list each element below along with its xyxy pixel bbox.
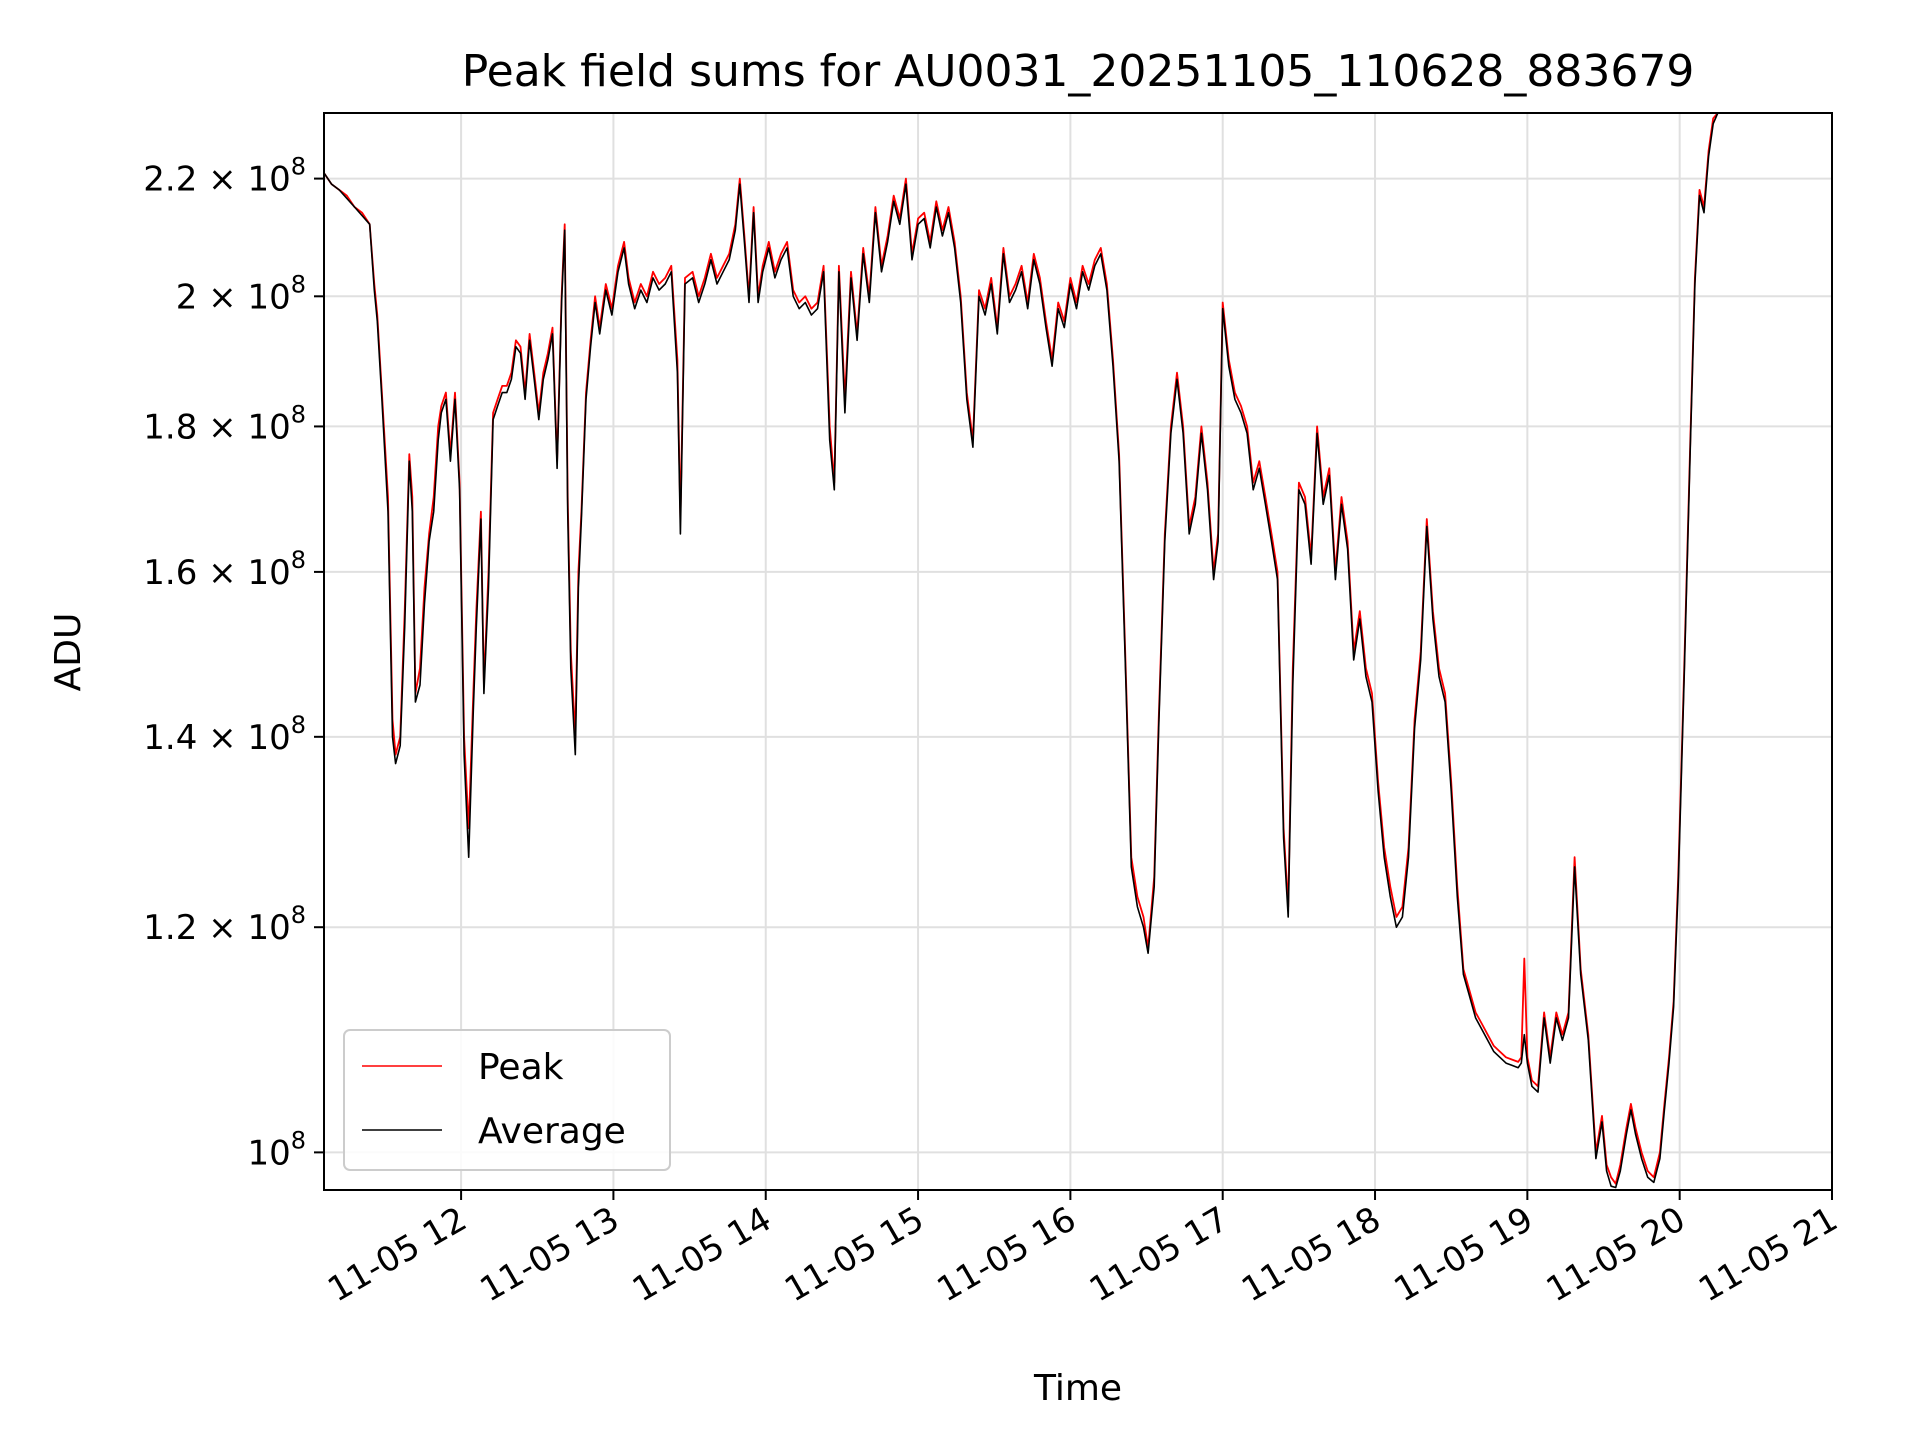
y-tick-label: 1.2 × 108: [143, 901, 306, 948]
chart-title: Peak field sums for AU0031_20251105_1106…: [462, 46, 1695, 97]
legend: Peak Average: [343, 1029, 671, 1171]
y-tick-label: 2 × 108: [176, 270, 306, 317]
y-tick-label: 108: [247, 1126, 306, 1173]
x-axis-label: Time: [1033, 1368, 1122, 1409]
data-series-lines: [323, 112, 1719, 1189]
plot-frame: [323, 112, 1833, 1191]
legend-box: [343, 1029, 671, 1171]
legend-peak-label: Peak: [478, 1047, 564, 1088]
y-tick-label: 1.6 × 108: [143, 546, 306, 593]
y-axis-ticks: 108 1.2 × 108 1.4 × 108 1.6 × 108 1.8 × 108 2…: [143, 153, 324, 1173]
legend-average-label: Average: [478, 1111, 626, 1152]
y-tick-label: 1.4 × 108: [143, 711, 306, 758]
series-line-average: [323, 112, 1719, 1189]
y-tick-label: 2.2 × 108: [143, 153, 306, 200]
y-tick-label: 1.8 × 108: [143, 400, 306, 447]
y-axis-label: ADU: [48, 613, 89, 692]
